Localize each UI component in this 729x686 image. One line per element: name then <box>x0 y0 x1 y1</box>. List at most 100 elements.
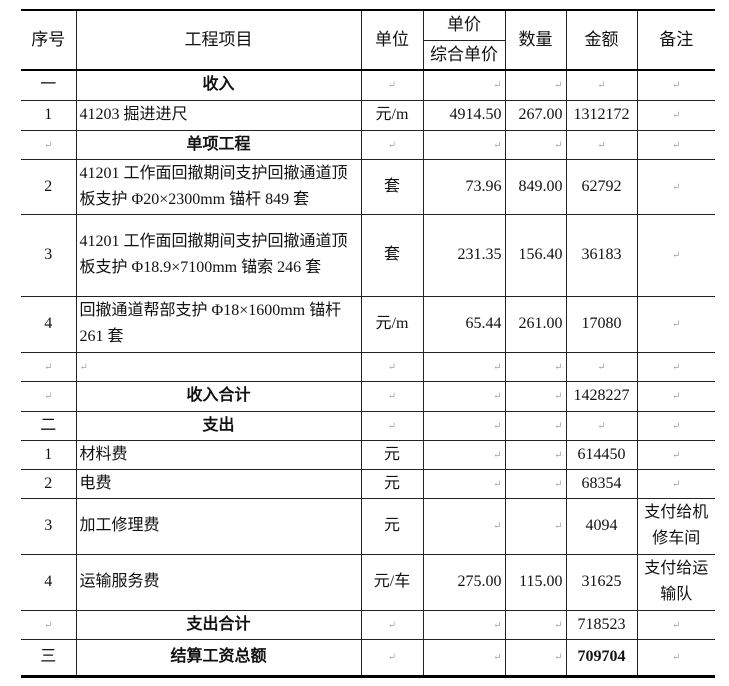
qty-cell: 115.00 <box>504 553 567 611</box>
amount-cell: 4094 <box>565 497 638 555</box>
seq-cell: 3 <box>21 213 77 297</box>
note-cell <box>636 410 715 441</box>
price-cell <box>422 69 506 101</box>
seq-cell: 三 <box>21 638 77 678</box>
note-cell <box>636 295 715 353</box>
qty-cell <box>504 69 567 101</box>
item-cell: 加工修理费 <box>75 497 362 555</box>
seq-cell: 一 <box>21 69 77 101</box>
table-row: 收入合计 1428227 <box>21 380 715 412</box>
table-row: 2 41201 工作面回撤期间支护回撤通道顶板支护 Φ20×2300mm 锚杆 8… <box>21 158 715 215</box>
note-cell <box>636 638 715 678</box>
note-cell <box>636 69 715 101</box>
amount-cell: 36183 <box>565 213 638 297</box>
note-cell <box>636 439 715 470</box>
seq-cell: 1 <box>21 439 77 470</box>
header-qty: 数量 <box>504 9 567 71</box>
seq-cell: 4 <box>21 295 77 353</box>
price-cell <box>422 497 506 555</box>
item-cell: 41201 工作面回撤期间支护回撤通道顶板支护 Φ20×2300mm 锚杆 84… <box>75 158 362 215</box>
amount-cell: 62792 <box>565 158 638 215</box>
table-row: 一收入 <box>21 69 715 101</box>
qty-cell <box>504 638 567 678</box>
qty-cell <box>504 410 567 441</box>
price-cell: 73.96 <box>422 158 506 215</box>
amount-cell: 17080 <box>565 295 638 353</box>
item-cell: 支出 <box>75 410 362 441</box>
unit-cell: 元/车 <box>360 553 424 611</box>
item-cell <box>75 351 362 382</box>
table-row: 4 回撤通道帮部支护 Φ18×1600mm 锚杆 261 套元/m 65.44 261… <box>21 295 715 353</box>
unit-cell <box>360 380 424 412</box>
item-cell: 材料费 <box>75 439 362 470</box>
seq-cell <box>21 380 77 412</box>
unit-cell: 套 <box>360 158 424 215</box>
qty-cell <box>504 439 567 470</box>
seq-cell: 2 <box>21 158 77 215</box>
price-cell: 231.35 <box>422 213 506 297</box>
amount-cell: 709704 <box>565 638 638 678</box>
header-price: 单价 <box>422 9 506 41</box>
note-cell <box>636 129 715 160</box>
settlement-table: 序号 工程项目 单位 单价 数量 金额 备注 综合单价 一收入141203 掘进… <box>21 9 715 678</box>
seq-cell: 1 <box>21 99 77 131</box>
qty-cell <box>504 468 567 499</box>
unit-cell <box>360 638 424 678</box>
unit-cell: 元 <box>360 439 424 470</box>
unit-cell <box>360 69 424 101</box>
item-cell: 支出合计 <box>75 609 362 640</box>
seq-cell <box>21 609 77 640</box>
amount-cell <box>565 69 638 101</box>
price-cell: 4914.50 <box>422 99 506 131</box>
amount-cell <box>565 351 638 382</box>
item-cell: 电费 <box>75 468 362 499</box>
qty-cell <box>504 497 567 555</box>
header-note: 备注 <box>636 9 715 71</box>
table-row: 1 41203 掘进进尺 元/m 4914.50 267.00 1312172 <box>21 99 715 131</box>
item-cell: 单项工程 <box>75 129 362 160</box>
amount-cell: 614450 <box>565 439 638 470</box>
unit-cell: 元 <box>360 497 424 555</box>
item-cell: 回撤通道帮部支护 Φ18×1600mm 锚杆 261 套 <box>75 295 362 353</box>
note-cell <box>636 213 715 297</box>
note-cell <box>636 468 715 499</box>
table-row: 支出合计 718523 <box>21 609 715 640</box>
table-row: 二支出 <box>21 410 715 441</box>
item-cell: 运输服务费 <box>75 553 362 611</box>
table-row: 4 运输服务费 元/车 275.00 115.00 31625 支付给运输队 <box>21 553 715 611</box>
price-cell <box>422 468 506 499</box>
item-cell: 收入合计 <box>75 380 362 412</box>
header-item: 工程项目 <box>75 9 362 71</box>
price-cell <box>422 410 506 441</box>
unit-cell <box>360 129 424 160</box>
unit-cell: 套 <box>360 213 424 297</box>
header-seq: 序号 <box>21 9 77 71</box>
qty-cell: 156.40 <box>504 213 567 297</box>
qty-cell: 261.00 <box>504 295 567 353</box>
unit-cell <box>360 609 424 640</box>
price-cell <box>422 439 506 470</box>
price-cell <box>422 609 506 640</box>
note-cell <box>636 99 715 131</box>
qty-cell: 849.00 <box>504 158 567 215</box>
qty-cell <box>504 351 567 382</box>
item-cell: 41201 工作面回撤期间支护回撤通道顶板支护 Φ18.9×7100mm 锚索 … <box>75 213 362 297</box>
amount-cell: 68354 <box>565 468 638 499</box>
price-cell: 275.00 <box>422 553 506 611</box>
unit-cell: 元 <box>360 468 424 499</box>
note-cell <box>636 351 715 382</box>
seq-cell <box>21 351 77 382</box>
amount-cell <box>565 129 638 160</box>
qty-cell: 267.00 <box>504 99 567 131</box>
header-amount: 金额 <box>565 9 638 71</box>
seq-cell: 二 <box>21 410 77 441</box>
amount-cell: 31625 <box>565 553 638 611</box>
qty-cell <box>504 129 567 160</box>
unit-cell: 元/m <box>360 295 424 353</box>
seq-cell: 2 <box>21 468 77 499</box>
note-cell: 支付给机修车间 <box>636 497 715 555</box>
unit-cell <box>360 410 424 441</box>
